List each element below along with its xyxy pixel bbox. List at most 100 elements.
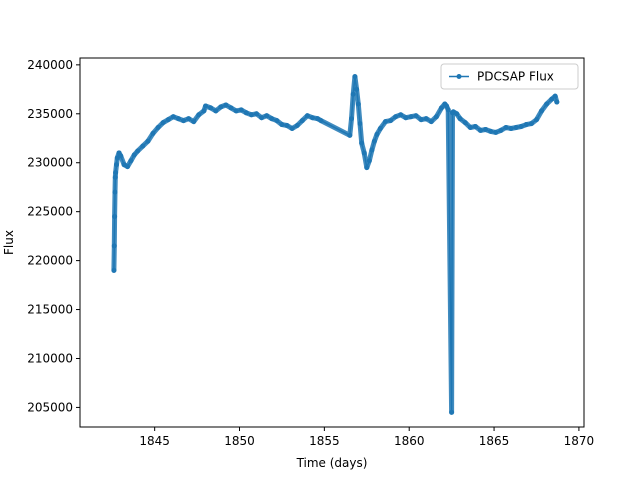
- data-point: [304, 113, 310, 119]
- data-point: [549, 96, 555, 102]
- data-point: [438, 105, 444, 111]
- data-point: [155, 124, 161, 130]
- data-point: [488, 128, 494, 134]
- data-point: [111, 267, 117, 273]
- data-point: [352, 74, 358, 80]
- y-tick-label-210000: 210000: [27, 351, 73, 365]
- data-point: [196, 112, 202, 118]
- x-tick-label-1860: 1860: [394, 434, 425, 448]
- data-point: [160, 120, 166, 126]
- data-point: [349, 116, 355, 122]
- x-tick-label-1850: 1850: [224, 434, 255, 448]
- data-point: [513, 124, 519, 130]
- data-point: [371, 138, 377, 144]
- data-point: [125, 164, 131, 170]
- data-point: [128, 158, 134, 164]
- plot-area: [111, 74, 560, 415]
- data-point: [403, 115, 409, 121]
- axis-ticks: 1845 1850 1855 1860 1865 1870 205000 210000 2150…: [27, 58, 594, 448]
- legend: PDCSAP Flux: [440, 63, 579, 90]
- data-point: [264, 113, 270, 119]
- data-point: [398, 112, 404, 118]
- data-point: [366, 158, 372, 164]
- data-point: [181, 118, 187, 124]
- data-point: [170, 114, 176, 120]
- data-point: [248, 112, 254, 118]
- data-point: [208, 105, 214, 111]
- y-tick-label-235000: 235000: [27, 107, 73, 121]
- data-point: [388, 118, 394, 124]
- data-point: [243, 110, 249, 116]
- y-tick-label-230000: 230000: [27, 156, 73, 170]
- data-point: [467, 124, 473, 130]
- data-point: [279, 122, 285, 128]
- data-point: [238, 107, 244, 113]
- legend-box: [440, 63, 579, 90]
- data-point: [361, 150, 367, 156]
- data-point: [554, 99, 560, 105]
- x-tick-label-1855: 1855: [309, 434, 340, 448]
- y-tick-label-215000: 215000: [27, 303, 73, 317]
- y-tick-label-225000: 225000: [27, 205, 73, 219]
- data-point: [175, 116, 181, 122]
- data-point: [253, 111, 259, 117]
- data-point: [347, 132, 353, 138]
- x-tick-label-1870: 1870: [564, 434, 595, 448]
- data-point: [318, 118, 324, 124]
- data-point: [364, 165, 370, 171]
- data-point: [135, 148, 141, 154]
- data-point: [289, 125, 295, 131]
- data-point: [377, 125, 383, 131]
- data-point: [418, 117, 424, 123]
- data-point: [423, 116, 429, 122]
- data-point: [118, 153, 124, 159]
- data-point: [483, 126, 489, 132]
- data-point: [477, 127, 483, 133]
- data-point: [544, 101, 550, 107]
- data-point: [274, 118, 280, 124]
- data-point: [113, 162, 119, 168]
- data-point: [413, 113, 419, 119]
- y-axis-label: Flux: [2, 230, 16, 255]
- data-point: [112, 214, 118, 220]
- data-point: [299, 118, 305, 124]
- data-point: [233, 108, 239, 114]
- data-point: [408, 114, 414, 120]
- data-point: [508, 125, 514, 131]
- data-point: [457, 116, 463, 122]
- data-point: [518, 124, 524, 130]
- x-tick-label-1865: 1865: [479, 434, 510, 448]
- data-point: [428, 119, 434, 125]
- data-point: [523, 122, 529, 128]
- data-point: [528, 121, 534, 127]
- data-point: [223, 102, 229, 108]
- data-point: [552, 93, 558, 99]
- data-point: [131, 152, 137, 158]
- data-point: [228, 105, 234, 111]
- data-point: [354, 86, 360, 92]
- data-point: [203, 103, 209, 109]
- x-tick-label-1845: 1845: [139, 434, 170, 448]
- data-point: [294, 123, 300, 129]
- data-point: [218, 104, 224, 110]
- legend-entry-pdcsap-flux: PDCSAP Flux: [477, 70, 554, 84]
- data-point: [113, 170, 119, 176]
- data-point: [259, 115, 265, 121]
- data-point: [433, 114, 439, 120]
- data-point: [269, 116, 275, 122]
- data-point: [112, 174, 118, 180]
- data-point: [186, 116, 192, 122]
- legend-dot-marker: [456, 74, 462, 79]
- data-point: [369, 147, 375, 153]
- data-point: [201, 108, 207, 114]
- data-point: [445, 107, 451, 113]
- y-tick-label-205000: 205000: [27, 400, 73, 414]
- data-point: [140, 143, 146, 149]
- data-point: [382, 119, 388, 125]
- data-point: [111, 243, 117, 249]
- x-axis-label: Time (days): [296, 456, 368, 470]
- data-point: [359, 140, 365, 146]
- data-point: [355, 101, 361, 107]
- data-point: [357, 121, 363, 127]
